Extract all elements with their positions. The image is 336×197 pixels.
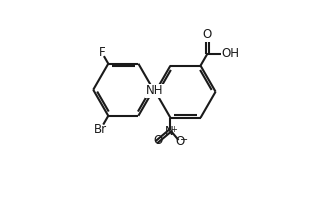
Text: O: O (175, 135, 184, 148)
Text: −: − (180, 135, 188, 145)
Text: NH: NH (145, 84, 163, 97)
Text: +: + (170, 125, 177, 134)
Text: O: O (203, 28, 212, 41)
Text: OH: OH (221, 47, 239, 60)
Text: F: F (99, 46, 105, 59)
Text: N: N (165, 125, 173, 138)
Text: Br: Br (94, 123, 107, 136)
Text: O: O (154, 134, 163, 147)
